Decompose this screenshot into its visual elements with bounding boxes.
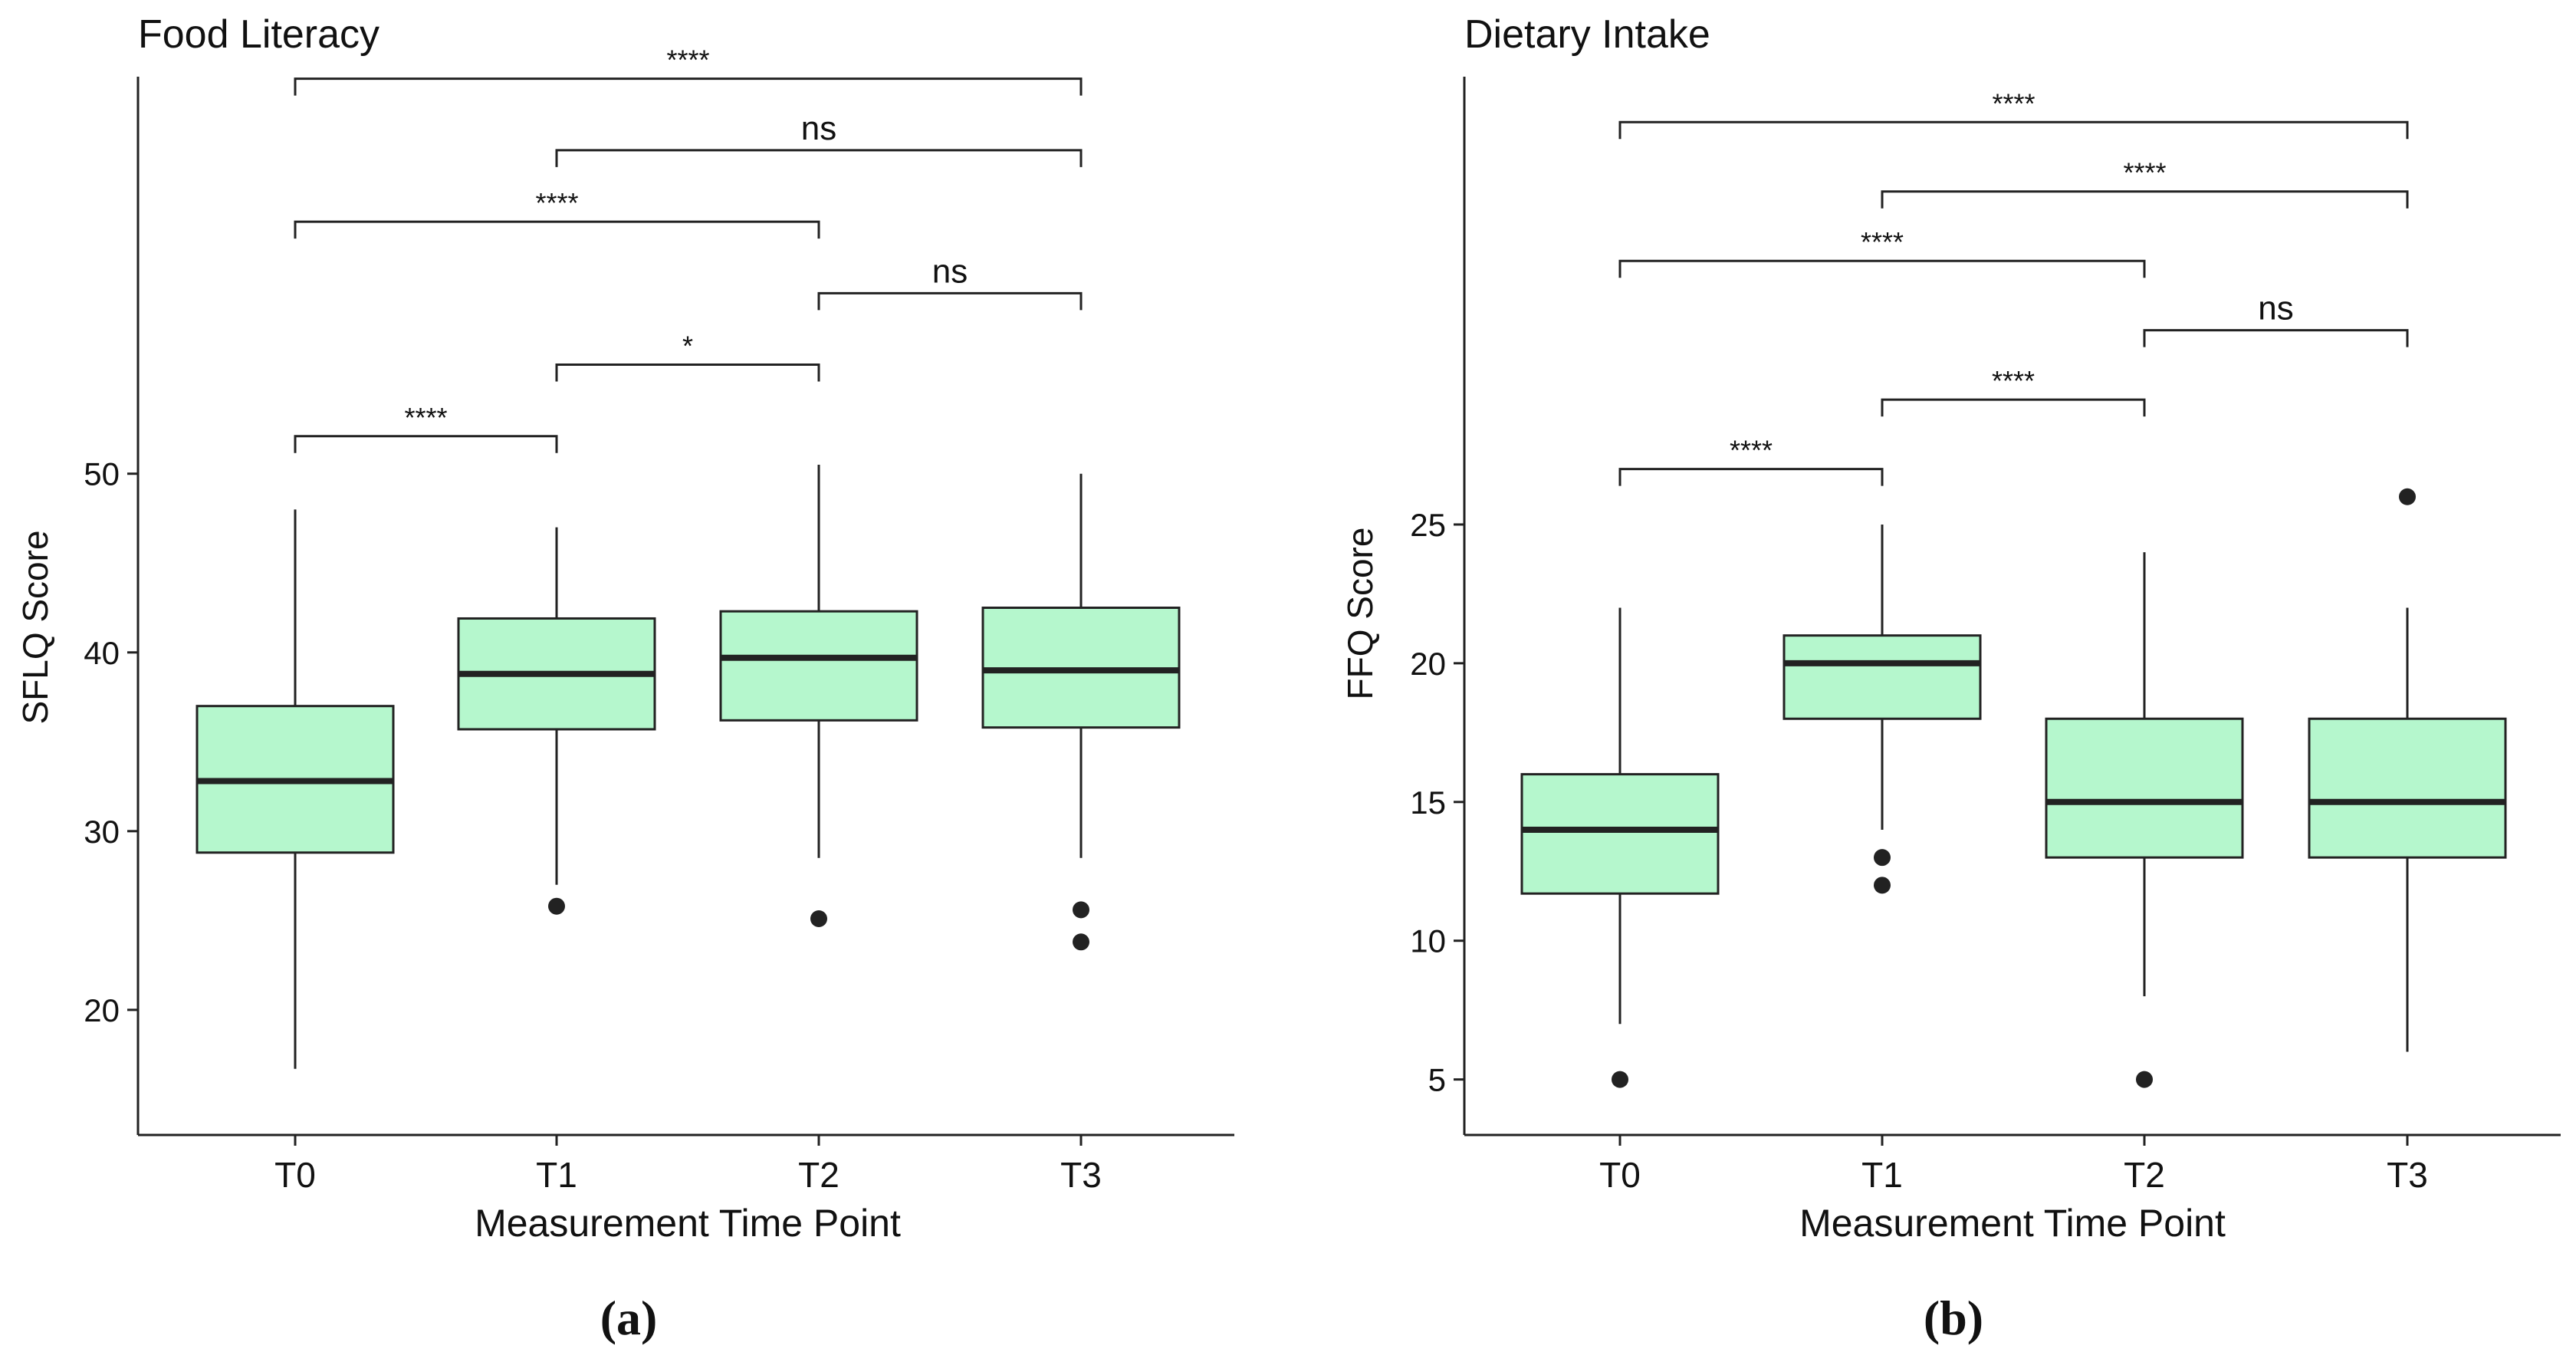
y-tick-label: 15 — [1410, 785, 1446, 821]
y-tick-label: 10 — [1410, 923, 1446, 959]
outlier-point — [1073, 901, 1089, 919]
box — [2308, 717, 2507, 859]
panel-a: Food Literacy SFLQ Score Measurement Tim… — [15, 12, 1234, 1345]
significance-label: **** — [404, 402, 447, 433]
significance-bracket — [1618, 468, 1884, 486]
significance-label: **** — [1730, 435, 1773, 466]
significance-label: ns — [932, 252, 968, 290]
outlier-point — [1073, 933, 1089, 951]
outlier-point — [1874, 877, 1891, 894]
outlier-point — [1874, 849, 1891, 867]
y-tick-label: 5 — [1428, 1062, 1446, 1098]
x-tick-label: T0 — [274, 1155, 316, 1195]
significance-bracket — [1881, 190, 2409, 209]
significance-label: **** — [2123, 157, 2166, 189]
box — [1783, 634, 1982, 720]
significance-label: **** — [666, 44, 709, 76]
y-tick-label: 20 — [1410, 646, 1446, 682]
significance-bracket — [555, 149, 1083, 167]
y-tick-label: 20 — [84, 992, 120, 1028]
significance-bracket — [294, 220, 820, 239]
significance-label: **** — [535, 187, 578, 219]
panel-b: Dietary Intake FFQ Score Measurement Tim… — [1340, 12, 2561, 1345]
significance-label: **** — [1861, 226, 1904, 258]
significance-bracket — [2143, 329, 2409, 347]
outlier-point — [810, 910, 827, 928]
significance-label: ns — [2258, 290, 2293, 327]
outlier-point — [548, 897, 565, 915]
x-axis-label: Measurement Time Point — [1799, 1202, 2226, 1245]
significance-bracket — [555, 363, 820, 382]
significance-bracket — [1881, 398, 2146, 417]
significance-label: **** — [1992, 365, 2035, 396]
y-tick-label: 30 — [84, 814, 120, 850]
box — [1520, 773, 1720, 895]
significance-label: ns — [801, 110, 836, 147]
box — [2045, 717, 2244, 859]
x-tick-label: T0 — [1599, 1155, 1641, 1195]
x-tick-label: T1 — [536, 1155, 577, 1195]
significance-bracket — [294, 435, 558, 453]
significance-bracket — [1618, 259, 2146, 278]
outlier-point — [1612, 1071, 1628, 1088]
x-tick-label: T2 — [798, 1155, 840, 1195]
x-tick-label: T1 — [1861, 1155, 1903, 1195]
x-tick-label: T2 — [2124, 1155, 2165, 1195]
chart-title: Dietary Intake — [1464, 12, 1710, 57]
significance-label: **** — [1992, 87, 2035, 119]
box — [719, 610, 918, 722]
y-tick-label: 50 — [84, 456, 120, 492]
panel-label: (a) — [600, 1291, 658, 1345]
x-tick-label: T3 — [1060, 1155, 1102, 1195]
panel-label: (b) — [1924, 1291, 1983, 1345]
y-axis-label: SFLQ Score — [15, 530, 55, 724]
significance-bracket — [1618, 120, 2409, 140]
y-axis-label: FFQ Score — [1340, 528, 1380, 700]
y-tick-label: 40 — [84, 635, 120, 671]
significance-label: * — [682, 331, 693, 362]
x-tick-label: T3 — [2387, 1155, 2428, 1195]
y-tick-label: 25 — [1410, 507, 1446, 543]
significance-bracket — [817, 291, 1083, 311]
x-axis-label: Measurement Time Point — [475, 1202, 901, 1245]
outlier-point — [2399, 488, 2416, 505]
outlier-point — [2136, 1071, 2153, 1088]
chart-title: Food Literacy — [138, 12, 380, 57]
significance-bracket — [294, 77, 1083, 96]
plot-area: 5 10 15 20 25 T0 T1 T2 T3 **** **** ns **** **** **** — [1410, 77, 2561, 1195]
